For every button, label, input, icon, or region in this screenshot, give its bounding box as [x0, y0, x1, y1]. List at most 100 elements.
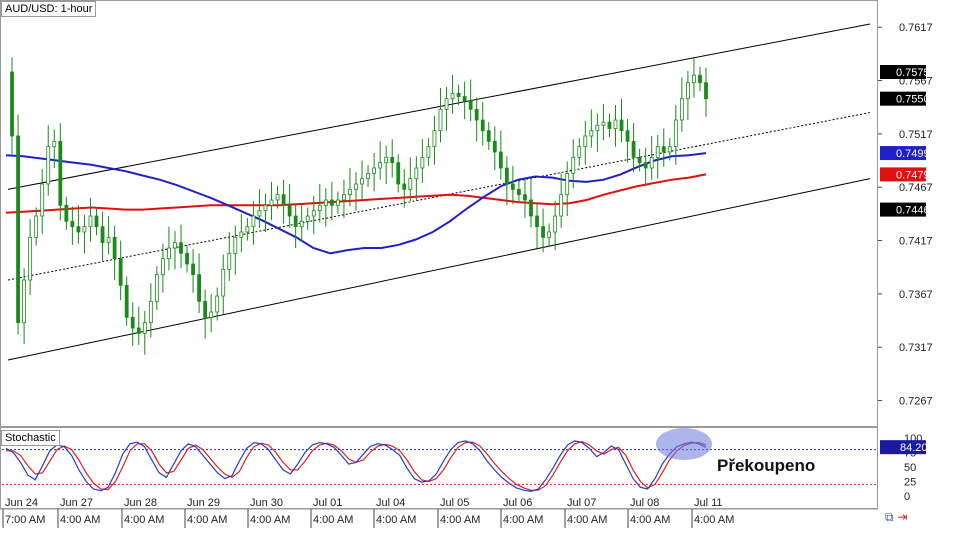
time-tick-label: 4:00 AM	[503, 514, 543, 526]
candle-body	[154, 274, 159, 302]
candle-body	[112, 236, 117, 260]
date-tick-label: Jul 01	[313, 497, 342, 509]
candle-body	[82, 226, 87, 233]
candle-body	[299, 220, 304, 228]
candle-body	[173, 242, 177, 249]
candle-body	[342, 194, 346, 201]
candle-body	[245, 226, 250, 233]
chain-link-icon[interactable]: ⧉	[885, 510, 894, 524]
candle-body	[70, 220, 75, 228]
footer-toolbar[interactable]: ⧉ ⇥	[885, 510, 907, 525]
candle-body	[474, 108, 479, 121]
candle-body	[625, 130, 630, 142]
price-tag-label: 0.7446	[896, 205, 930, 217]
candle-body	[486, 130, 491, 142]
candle-body	[28, 236, 33, 281]
candle-body	[124, 284, 129, 318]
candle-body	[450, 92, 455, 100]
price-tags: 0.7575 0.7550 0.7499 0.7479 0.7446	[880, 65, 930, 217]
time-tick-label: 4:00 AM	[567, 514, 607, 526]
stochastic-title: Stochastic	[1, 430, 60, 446]
date-tick-label: Jul 04	[376, 497, 405, 509]
candle-body	[396, 162, 401, 185]
candle-body	[10, 71, 14, 137]
date-tick-label: Jun 28	[124, 497, 157, 509]
candle-body	[643, 162, 648, 169]
price-tick-label: 0.7517	[899, 129, 933, 141]
candle-body	[498, 151, 503, 169]
price-tag-label: 0.7499	[896, 148, 930, 160]
candle-body	[317, 204, 322, 212]
candle-body	[649, 156, 654, 169]
candle-body	[685, 82, 690, 100]
price-tag-label: 0.7479	[896, 169, 930, 181]
candle-body	[366, 172, 370, 180]
date-tick-label: Jul 06	[503, 497, 532, 509]
price-tag-label: 0.7575	[896, 67, 930, 79]
candle-body	[601, 121, 606, 126]
price-tag-box	[880, 65, 926, 79]
time-tick-label: 4:00 AM	[60, 514, 100, 526]
candle-body	[94, 215, 99, 228]
date-tick-label: Jun 29	[187, 497, 220, 509]
candle-body	[420, 156, 425, 169]
candle-body	[34, 215, 39, 238]
candle-body	[136, 327, 141, 334]
candle-body	[167, 247, 171, 260]
candle-body	[106, 236, 111, 244]
candle-body	[185, 252, 189, 265]
time-tick-label: 4:00 AM	[124, 514, 164, 526]
candle-body	[414, 167, 419, 180]
price-tick-label: 0.7617	[899, 22, 933, 34]
candle-body	[667, 146, 672, 153]
candle-body	[444, 98, 449, 110]
candle-body	[348, 188, 352, 196]
candle-body	[22, 279, 27, 324]
arrow-right-icon[interactable]: ⇥	[897, 510, 908, 524]
time-tick-label: 4:00 AM	[694, 514, 734, 526]
candle-body	[559, 194, 564, 217]
candle-body	[221, 268, 226, 297]
candle-body	[360, 178, 364, 185]
price-tick-label: 0.7417	[899, 236, 933, 248]
candle-body	[553, 215, 558, 233]
candle-body	[130, 316, 135, 329]
candle-body	[88, 215, 93, 228]
time-tick-label: 4:00 AM	[187, 514, 227, 526]
candle-body	[541, 226, 545, 238]
price-tag-box	[880, 91, 926, 106]
candle-body	[58, 140, 63, 206]
candle-body	[679, 98, 684, 121]
candle-body	[215, 295, 220, 313]
candle-body	[76, 226, 81, 233]
candle-body	[52, 140, 57, 148]
candle-body	[595, 124, 600, 132]
candle-body	[335, 199, 340, 206]
stochastic-axis: 100755025084.20	[880, 433, 928, 503]
candle-body	[287, 204, 292, 217]
candle-body	[227, 252, 232, 270]
candle-body	[589, 130, 594, 137]
candle-body	[480, 119, 485, 132]
candle-body	[577, 146, 582, 158]
candle-body	[402, 183, 407, 190]
time-tick-label: 7:00 AM	[5, 514, 45, 526]
price-tick-label: 0.7267	[899, 396, 933, 408]
price-tag-box	[880, 202, 926, 217]
stochastic-tick-label: 0	[904, 491, 910, 503]
candle-body	[197, 274, 202, 302]
candle-body	[64, 204, 69, 222]
candle-body	[16, 135, 20, 324]
candle-body	[468, 100, 473, 110]
candle-body	[692, 74, 696, 84]
time-tick-label: 4:00 AM	[630, 514, 670, 526]
candle-body	[142, 322, 147, 334]
trend-channel	[7, 23, 871, 361]
date-tick-label: Jul 11	[694, 497, 723, 509]
candle-body	[571, 156, 576, 174]
candle-body	[408, 178, 413, 190]
candle-body	[390, 156, 395, 164]
price-tick-label: 0.7317	[899, 342, 933, 354]
